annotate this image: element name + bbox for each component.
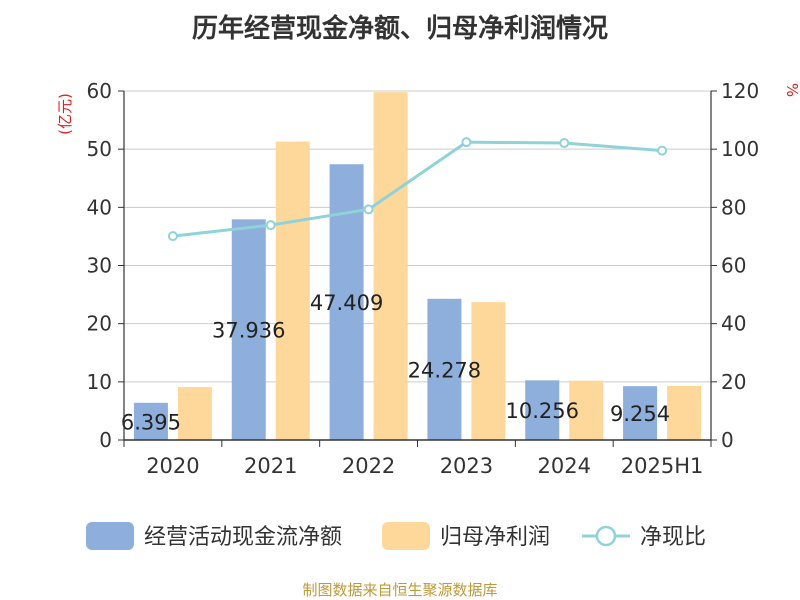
bar-operating-cash-flow [133, 402, 168, 440]
bar-operating-cash-flow [231, 219, 266, 440]
left-axis-tick-label: 60 [87, 79, 112, 103]
right-axis-tick-label: 20 [721, 370, 746, 394]
left-axis-tick-label: 40 [87, 195, 112, 219]
bar-net-profit [667, 385, 702, 440]
bar-data-label: 37.936 [212, 319, 285, 343]
right-axis-tick-label: 80 [721, 195, 746, 219]
legend-item-net-profit-label: 归母净利润 [440, 525, 550, 550]
bar-operating-cash-flow [525, 380, 560, 440]
left-axis-tick-label: 30 [87, 254, 112, 278]
legend-item-operating-cash-flow-label: 经营活动现金流净额 [144, 525, 342, 550]
x-axis-tick-label: 2024 [538, 454, 591, 478]
line-point [167, 231, 178, 242]
bar-net-profit [275, 141, 310, 441]
bar-data-label: 47.409 [310, 291, 383, 315]
x-axis-tick-label: 2025H1 [621, 454, 704, 478]
x-axis-tick-label: 2020 [146, 454, 199, 478]
bar-net-profit [177, 387, 212, 440]
line-point [363, 204, 374, 215]
left-axis-tick-label: 10 [87, 370, 112, 394]
legend-item-cash-ratio-label: 净现比 [640, 525, 706, 550]
bar-net-profit [569, 380, 604, 440]
left-axis-tick-label: 50 [87, 137, 112, 161]
legend-item-operating-cash-flow-swatch [86, 522, 134, 550]
left-axis-tick-label: 20 [87, 312, 112, 336]
line-point [657, 145, 668, 156]
line-point [461, 137, 472, 148]
right-axis-label: % [783, 83, 800, 97]
bar-net-profit [471, 302, 506, 440]
data-source-note: 制图数据来自恒生聚源数据库 [302, 581, 498, 599]
bar-data-label: 9.254 [610, 402, 670, 426]
line-point [265, 220, 276, 231]
left-axis-tick-label: 0 [99, 428, 112, 452]
left-axis-label: (亿元) [56, 93, 74, 135]
right-axis-tick-label: 60 [721, 254, 746, 278]
bar-operating-cash-flow [623, 386, 658, 440]
bar-data-label: 24.278 [408, 358, 481, 382]
right-axis-tick-label: 40 [721, 312, 746, 336]
right-axis-tick-label: 120 [721, 79, 759, 103]
x-axis-tick-label: 2022 [342, 454, 395, 478]
bar-net-profit [373, 92, 408, 440]
bar-operating-cash-flow [427, 298, 462, 440]
legend-item-net-profit-swatch [382, 522, 430, 550]
line-point [559, 138, 570, 149]
bar-data-label: 6.395 [121, 410, 181, 434]
right-axis-tick-label: 100 [721, 137, 759, 161]
line-cash-ratio [172, 140, 663, 238]
x-axis-tick-label: 2023 [440, 454, 493, 478]
x-axis-tick-label: 2021 [244, 454, 297, 478]
right-axis-tick-label: 0 [721, 428, 734, 452]
legend-item-cash-ratio-marker [595, 525, 617, 547]
bar-data-label: 10.256 [506, 399, 579, 423]
chart-title: 历年经营现金净额、归母净利润情况 [191, 14, 608, 44]
